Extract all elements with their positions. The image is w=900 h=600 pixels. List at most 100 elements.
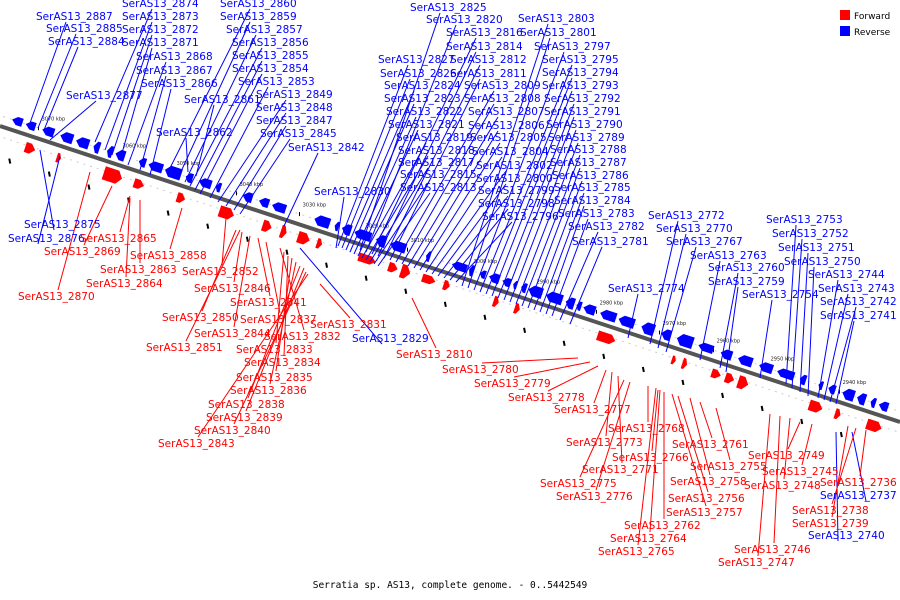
reverse-gene-label[interactable]: SerAS13_2819 [396, 132, 473, 144]
reverse-gene-label[interactable]: SerAS13_2821 [388, 119, 465, 131]
reverse-gene-label[interactable]: SerAS13_2770 [656, 223, 733, 235]
reverse-gene-arrow[interactable] [827, 384, 837, 395]
forward-gene-arrow[interactable] [278, 224, 289, 239]
reverse-gene-arrow[interactable] [855, 392, 868, 406]
reverse-gene-label[interactable]: SerAS13_2808 [464, 93, 541, 105]
forward-gene-label[interactable]: SerAS13_2738 [792, 505, 869, 517]
reverse-gene-label[interactable]: SerAS13_2805 [470, 132, 547, 144]
forward-gene-label[interactable]: SerAS13_2840 [194, 425, 271, 437]
reverse-gene-label[interactable]: SerAS13_2812 [450, 54, 527, 66]
reverse-gene-label[interactable]: SerAS13_2793 [542, 80, 619, 92]
reverse-gene-label[interactable]: SerAS13_2772 [648, 210, 725, 222]
reverse-gene-label[interactable]: SerAS13_2855 [232, 50, 309, 62]
forward-gene-label[interactable]: SerAS13_2739 [792, 518, 869, 530]
reverse-gene-arrow[interactable] [617, 314, 636, 329]
forward-gene-label[interactable]: SerAS13_2745 [762, 466, 839, 478]
forward-gene-arrow[interactable] [175, 192, 187, 204]
forward-gene-label[interactable]: SerAS13_2766 [612, 452, 689, 464]
forward-gene-label[interactable]: SerAS13_2846 [194, 283, 271, 295]
forward-gene-label[interactable]: SerAS13_2863 [100, 264, 177, 276]
reverse-gene-label[interactable]: SerAS13_2740 [808, 530, 885, 542]
reverse-gene-arrow[interactable] [582, 303, 597, 316]
reverse-gene-arrow[interactable] [147, 160, 165, 174]
forward-gene-label[interactable]: SerAS13_2836 [230, 385, 307, 397]
reverse-gene-arrow[interactable] [197, 177, 213, 190]
forward-gene-label[interactable]: SerAS13_2831 [310, 319, 387, 331]
forward-gene-label[interactable]: SerAS13_2835 [236, 372, 313, 384]
reverse-gene-label[interactable]: SerAS13_2785 [554, 182, 631, 194]
forward-gene-label[interactable]: SerAS13_2779 [474, 378, 551, 390]
reverse-gene-label[interactable]: SerAS13_2759 [708, 276, 785, 288]
reverse-gene-label[interactable]: SerAS13_2830 [314, 186, 391, 198]
forward-gene-arrow[interactable] [807, 399, 825, 415]
reverse-gene-label[interactable]: SerAS13_2814 [446, 41, 523, 53]
forward-gene-label[interactable]: SerAS13_2869 [44, 246, 121, 258]
reverse-gene-label[interactable]: SerAS13_2817 [398, 157, 475, 169]
forward-gene-arrow[interactable] [23, 142, 37, 155]
reverse-gene-arrow[interactable] [59, 131, 75, 145]
reverse-gene-label[interactable]: SerAS13_2818 [398, 145, 475, 157]
reverse-gene-arrow[interactable] [241, 191, 254, 204]
reverse-gene-label[interactable]: SerAS13_2849 [256, 89, 333, 101]
forward-gene-arrow[interactable] [710, 368, 722, 379]
forward-gene-label[interactable]: SerAS13_2777 [554, 404, 631, 416]
forward-gene-arrow[interactable] [398, 263, 412, 280]
reverse-gene-label[interactable]: SerAS13_2801 [520, 27, 597, 39]
forward-gene-arrow[interactable] [101, 166, 124, 185]
reverse-gene-label[interactable]: SerAS13_2862 [156, 127, 233, 139]
reverse-gene-label[interactable]: SerAS13_2798 [478, 198, 555, 210]
forward-gene-label[interactable]: SerAS13_2761 [672, 439, 749, 451]
forward-gene-arrow[interactable] [387, 261, 399, 274]
forward-gene-label[interactable]: SerAS13_2778 [508, 392, 585, 404]
reverse-gene-arrow[interactable] [271, 201, 288, 214]
forward-gene-label[interactable]: SerAS13_2768 [608, 423, 685, 435]
reverse-gene-label[interactable]: SerAS13_2867 [136, 65, 213, 77]
forward-gene-arrow[interactable] [357, 252, 377, 267]
forward-gene-label[interactable]: SerAS13_2852 [182, 266, 259, 278]
reverse-gene-label[interactable]: SerAS13_2874 [122, 0, 199, 10]
reverse-gene-label[interactable]: SerAS13_2807 [468, 106, 545, 118]
reverse-gene-label[interactable]: SerAS13_2847 [256, 115, 333, 127]
reverse-gene-label[interactable]: SerAS13_2752 [772, 228, 849, 240]
reverse-gene-label[interactable]: SerAS13_2804 [472, 146, 549, 158]
reverse-gene-label[interactable]: SerAS13_2853 [238, 76, 315, 88]
reverse-gene-label[interactable]: SerAS13_2744 [808, 269, 885, 281]
reverse-gene-arrow[interactable] [869, 397, 878, 409]
reverse-gene-label[interactable]: SerAS13_2742 [820, 296, 897, 308]
reverse-gene-label[interactable]: SerAS13_2823 [384, 93, 461, 105]
reverse-gene-label[interactable]: SerAS13_2848 [256, 102, 333, 114]
forward-gene-label[interactable]: SerAS13_2748 [744, 480, 821, 492]
reverse-gene-label[interactable]: SerAS13_2854 [232, 63, 309, 75]
reverse-gene-label[interactable]: SerAS13_2792 [544, 93, 621, 105]
reverse-gene-arrow[interactable] [798, 374, 808, 386]
forward-gene-arrow[interactable] [865, 418, 883, 434]
forward-gene-label[interactable]: SerAS13_2864 [86, 278, 163, 290]
reverse-gene-label[interactable]: SerAS13_2845 [260, 128, 337, 140]
forward-gene-label[interactable]: SerAS13_2810 [396, 349, 473, 361]
forward-gene-label[interactable]: SerAS13_2776 [556, 491, 633, 503]
reverse-gene-arrow[interactable] [697, 341, 715, 354]
reverse-gene-label[interactable]: SerAS13_2856 [232, 37, 309, 49]
forward-gene-label[interactable]: SerAS13_2844 [194, 328, 271, 340]
forward-gene-label[interactable]: SerAS13_2771 [582, 464, 659, 476]
forward-gene-arrow[interactable] [217, 205, 236, 221]
reverse-gene-arrow[interactable] [333, 221, 341, 232]
reverse-gene-label[interactable]: SerAS13_2737 [820, 490, 897, 502]
reverse-gene-label[interactable]: SerAS13_2887 [36, 11, 113, 23]
reverse-gene-label[interactable]: SerAS13_2743 [818, 283, 895, 295]
forward-gene-label[interactable]: SerAS13_2839 [206, 412, 283, 424]
reverse-gene-arrow[interactable] [105, 145, 115, 159]
reverse-gene-label[interactable]: SerAS13_2868 [136, 51, 213, 63]
reverse-gene-arrow[interactable] [675, 332, 695, 350]
reverse-gene-arrow[interactable] [599, 308, 618, 323]
forward-gene-label[interactable]: SerAS13_2834 [244, 357, 321, 369]
forward-gene-label[interactable]: SerAS13_2746 [734, 544, 811, 556]
forward-gene-arrow[interactable] [596, 330, 617, 345]
reverse-gene-label[interactable]: SerAS13_2791 [544, 106, 621, 118]
reverse-gene-label[interactable]: SerAS13_2885 [46, 23, 123, 35]
reverse-gene-arrow[interactable] [11, 115, 24, 127]
forward-gene-arrow[interactable] [296, 231, 311, 246]
reverse-gene-label[interactable]: SerAS13_2784 [554, 195, 631, 207]
reverse-gene-arrow[interactable] [41, 125, 56, 138]
forward-gene-arrow[interactable] [680, 357, 689, 370]
